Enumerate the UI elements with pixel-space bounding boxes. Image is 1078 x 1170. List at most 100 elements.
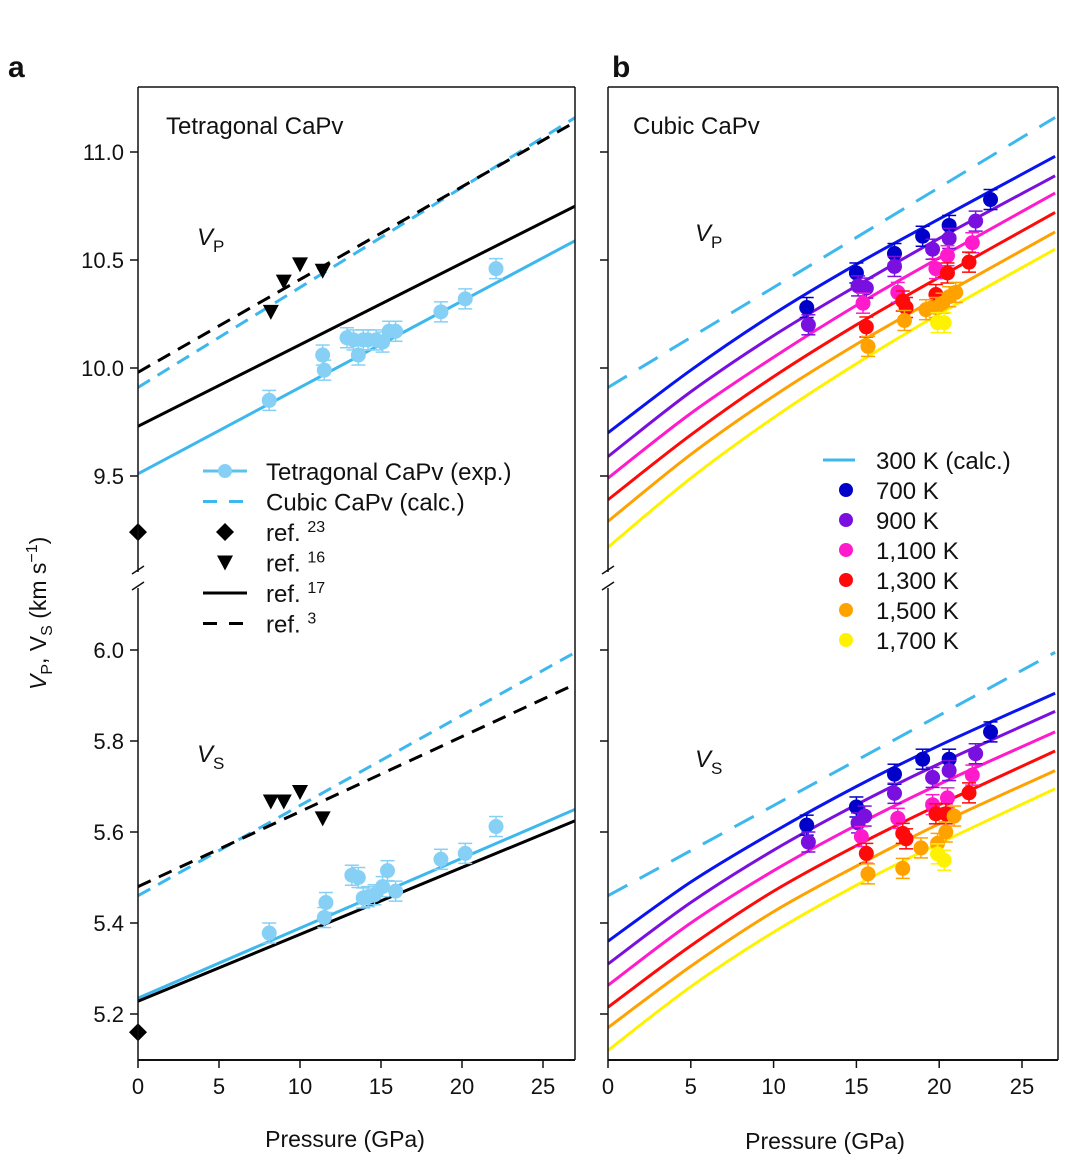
point-tetragonal-capv-exp-vp [488, 261, 504, 277]
point-tetragonal-capv-exp-vp [457, 291, 473, 307]
point-tetragonal-capv-exp-vp [350, 347, 366, 363]
point-700-k-vp-data [799, 300, 815, 316]
x-tick-label-b: 15 [844, 1074, 868, 1099]
legend-swatch-circle [839, 573, 853, 587]
point-1-300-k-vs-data [898, 831, 914, 847]
line-1-300-k-vp [608, 211, 1056, 501]
point-1-300-k-vp-data [858, 319, 874, 335]
legend-label: 1,100 K [876, 538, 959, 565]
legend-label: ref. 16 [266, 550, 325, 578]
point-900-k-vs-data [886, 785, 902, 801]
line-1-500-k-vp [608, 230, 1056, 523]
point-900-k-vp-data [800, 317, 816, 333]
legend-item-a-4: ref. 17 [203, 580, 325, 608]
x-tick-label-a: 20 [450, 1074, 474, 1099]
legend-swatch-triangle [217, 555, 233, 571]
point-1-300-k-vs-data [858, 845, 874, 861]
legend-layer: Tetragonal CaPv (exp.) Cubic CaPv (calc.)… [203, 448, 1011, 655]
line-700-k-vp [608, 155, 1056, 434]
vp-annotation-a: VP [197, 224, 224, 256]
point-700-k-vs-data [915, 751, 931, 767]
point-tetragonal-capv-exp-vp [316, 362, 332, 378]
point-1-100-k-vs-data [964, 767, 980, 783]
point-ref-16-vs [275, 794, 292, 810]
y-tick-label: 5.2 [93, 1002, 124, 1027]
point-700-k-vp-data [915, 228, 931, 244]
line-1-100-k-vp [608, 191, 1056, 480]
line-300-k-calc-vs [608, 650, 1056, 898]
legend-label: Tetragonal CaPv (exp.) [266, 459, 511, 486]
point-tetragonal-capv-exp-vp [315, 347, 331, 363]
legend-label: ref. 17 [266, 580, 325, 608]
x-tick-label-b: 20 [927, 1074, 951, 1099]
point-700-k-vp-data [983, 192, 999, 208]
axis-break-mark-a [131, 565, 145, 575]
x-axis-title-a: Pressure (GPa) [265, 1126, 425, 1152]
point-1-500-k-vp-data [860, 338, 876, 354]
x-tick-label-b: 0 [602, 1074, 614, 1099]
legend-label: 1,300 K [876, 568, 959, 595]
point-900-k-vs-data [925, 769, 941, 785]
line-ref-17-vp [138, 204, 575, 428]
point-900-k-vp-data [858, 280, 874, 296]
panel-a-letter: a [8, 51, 25, 84]
point-ref-16-vp [275, 274, 292, 290]
legend-item-a-2: ref. 23 [216, 519, 325, 547]
point-1-500-k-vs-data [895, 860, 911, 876]
y-tick-label: 5.4 [93, 911, 124, 936]
vp-annotation-b: VP [695, 220, 722, 252]
point-ref-16-vs [314, 811, 331, 827]
legend-item-a-5: ref. 3 [203, 611, 316, 639]
point-tetragonal-capv-exp-vs [457, 845, 473, 861]
panel-b-title: Cubic CaPv [633, 113, 760, 140]
point-ref-16-vp [292, 257, 308, 273]
legend-item-b-6: 1,700 K [839, 628, 959, 655]
point-900-k-vs-data [800, 834, 816, 850]
point-700-k-vs-data [983, 724, 999, 740]
legend-item-b-2: 900 K [839, 508, 939, 535]
line-300-k-calc-vp [608, 116, 1056, 389]
axis-break-mark-a [131, 581, 145, 591]
legend-item-b-1: 700 K [839, 478, 939, 505]
line-cubic-capv-calc-vs [138, 650, 575, 898]
point-tetragonal-capv-exp-vp [261, 392, 277, 408]
point-tetragonal-capv-exp-vs [316, 910, 332, 926]
line-1-700-k-vp [608, 247, 1056, 549]
y-tick-label: 5.8 [93, 729, 124, 754]
line-cubic-capv-calc-vp [138, 116, 575, 389]
point-tetragonal-capv-exp-vp [433, 304, 449, 320]
point-700-k-vs-data [941, 751, 957, 767]
legend-swatch-circle [839, 633, 853, 647]
legend-label: 300 K (calc.) [876, 448, 1011, 475]
legend-swatch-circle [839, 513, 853, 527]
point-900-k-vs-data [941, 763, 957, 779]
point-1-500-k-vs-data [938, 824, 954, 840]
point-1-300-k-vp-data [898, 300, 914, 316]
line-900-k-vp [608, 174, 1056, 458]
legend-label: 1,700 K [876, 628, 959, 655]
point-tetragonal-capv-exp-vs [433, 851, 449, 867]
legend-label: 900 K [876, 508, 939, 535]
point-700-k-vp-data [886, 246, 902, 262]
y-tick-label: 10.5 [81, 248, 124, 273]
legend-label: Cubic CaPv (calc.) [266, 490, 465, 517]
y-axis-title: VP, VS (km s−1) [24, 537, 56, 690]
line-1-100-k-vs [608, 730, 1056, 987]
point-ref-16-vs [262, 794, 279, 810]
line-ref-3-vs [138, 682, 575, 888]
y-tick-label: 5.6 [93, 820, 124, 845]
legend-label: 1,500 K [876, 598, 959, 625]
x-tick-label-a: 0 [132, 1074, 144, 1099]
panel-b-series [608, 116, 1056, 1052]
x-axis-title-b: Pressure (GPa) [745, 1128, 905, 1154]
axes-layer: 0 5 10 15 20 25 9.5 10.0 10.5 11.0 5.2 5.4 5.6 5.8 6.0… [81, 86, 1059, 1099]
legend-item-b-4: 1,300 K [839, 568, 959, 595]
legend-swatch-circle [839, 543, 853, 557]
point-1-100-k-vs-data [939, 790, 955, 806]
legend-item-b-5: 1,500 K [839, 598, 959, 625]
point-tetragonal-capv-exp-vs [318, 895, 334, 911]
legend-item-b-3: 1,100 K [839, 538, 959, 565]
x-tick-label-b: 25 [1010, 1074, 1034, 1099]
point-900-k-vp-data [925, 241, 941, 257]
